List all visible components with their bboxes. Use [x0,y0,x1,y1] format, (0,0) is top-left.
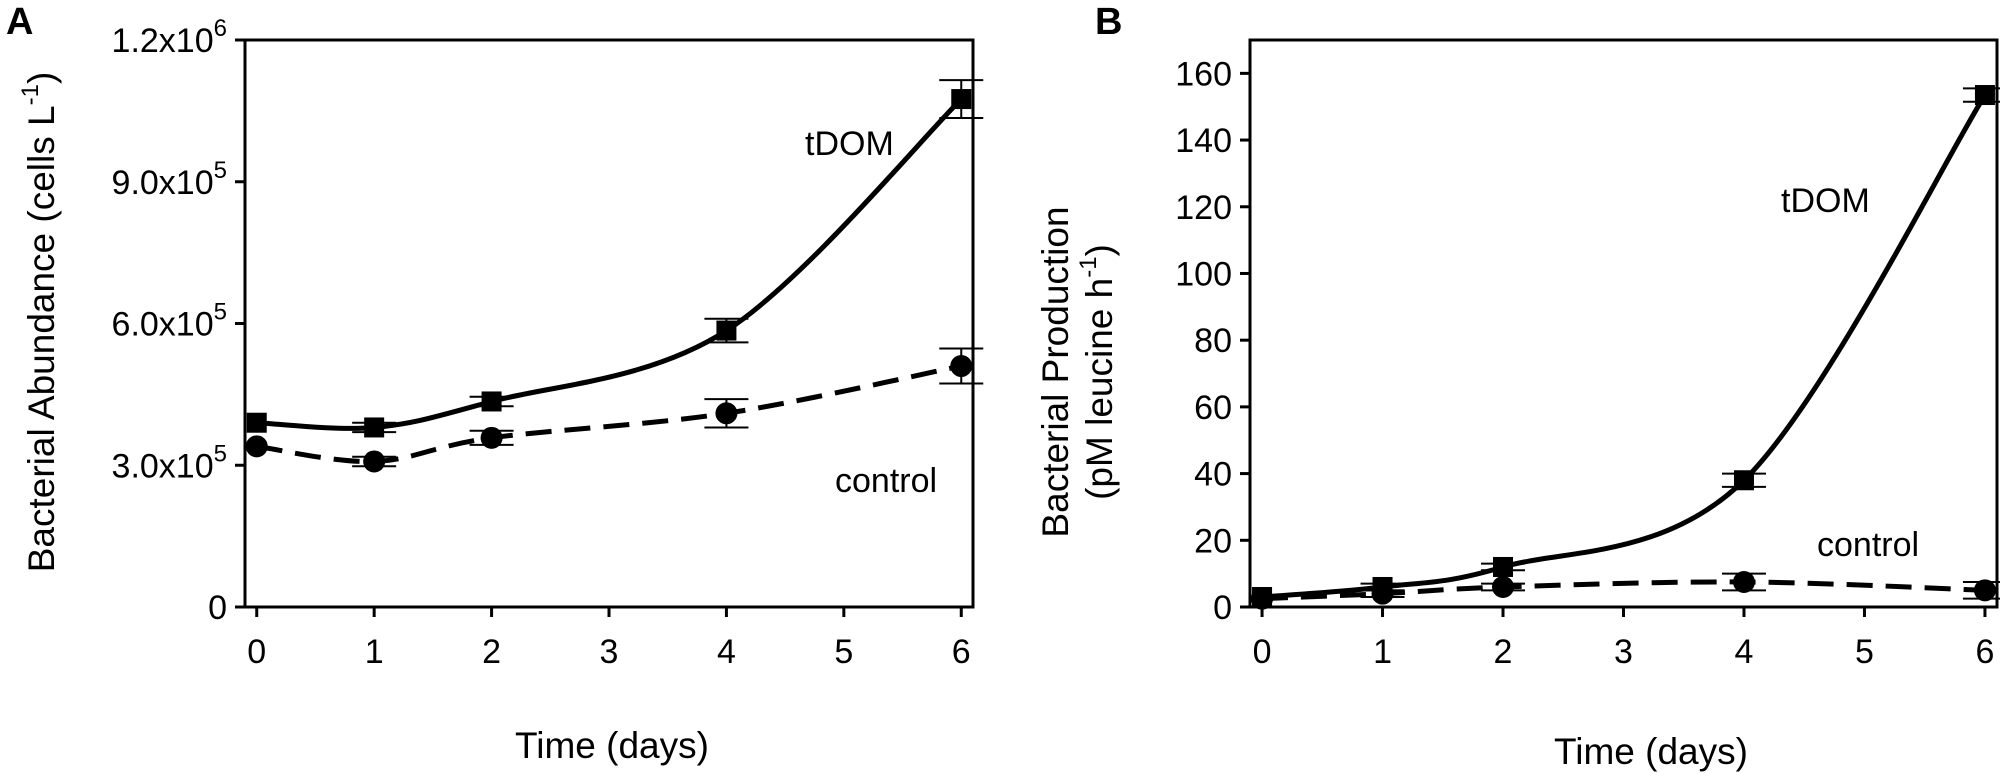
point-tdom-a-0 [246,412,267,433]
x-ticks-b: 0 1 2 3 4 5 6 [1253,607,1994,671]
y-axis-title-b-main: (pM leucine h [1079,278,1120,500]
x-tick-label-b-2: 2 [1494,633,1513,671]
x-tick-label-a-6: 6 [952,633,971,671]
x-tick-label-b-0: 0 [1253,633,1272,671]
y-tick-mantissa: 6.0x10 [112,306,214,344]
y-tick-label-b-3: 60 [1194,389,1232,427]
y-axis-title-b-close: ) [1079,244,1120,256]
point-tdom-a-3 [716,320,737,341]
y-tick-exponent: 5 [214,299,227,326]
point-tdom-a-4 [951,89,972,110]
y-tick-label-b-6: 120 [1175,189,1232,227]
point-control-b-4 [1973,579,1996,602]
series-layer-b [1251,85,2000,610]
point-control-a-3 [715,402,738,425]
series-line-tdom-b [1261,93,1988,600]
point-tdom-a-1 [364,417,385,438]
y-axis-title-a-sup: -1 [17,84,44,105]
panel-letter-b: B [1095,1,1122,43]
point-control-b-0 [1251,587,1274,610]
y-axis-title-b-line2: (pM leucine h-1) [1075,244,1120,500]
y-tick-label-b-5: 100 [1175,255,1232,293]
x-tick-label-a-2: 2 [482,633,501,671]
x-tick-label-a-4: 4 [717,633,736,671]
x-tick-label-a-1: 1 [365,633,384,671]
x-axis-title-a: Time (days) [515,725,709,766]
y-axis-title-a: Bacterial Abundance (cells L-1) [17,72,62,573]
y-tick-label-a-1: 3.0x105 [112,440,227,485]
y-tick-mantissa: 9.0x10 [112,164,214,202]
point-tdom-b-4 [1974,85,1995,106]
point-control-a-2 [480,426,503,449]
y-tick-label-b-1: 20 [1194,522,1232,560]
x-axis-title-b: Time (days) [1554,731,1748,772]
point-tdom-b-3 [1733,470,1754,491]
y-tick-label-a-2: 6.0x105 [112,299,227,344]
x-ticks-a: 0 1 2 3 4 5 6 [247,607,971,671]
plot-frame-b [1248,38,1999,609]
point-control-a-4 [950,355,973,378]
x-tick-label-a-0: 0 [247,633,266,671]
x-tick-label-a-3: 3 [600,633,619,671]
point-control-b-2 [1492,575,1515,598]
label-tdom-a: tDOM [805,125,894,163]
y-axis-title-a-main: Bacterial Abundance (cells L [21,105,62,572]
y-tick-label-a-0: 0 [208,589,227,627]
x-tick-label-b-6: 6 [1975,633,1994,671]
y-tick-label-b-0: 0 [1213,589,1232,627]
y-tick-label-a-4: 1.2x106 [112,15,227,60]
point-control-b-1 [1371,582,1394,605]
series-line-control-a [256,363,962,465]
x-tick-label-b-4: 4 [1735,633,1754,671]
y-tick-mantissa: 3.0x10 [112,447,214,485]
panel-letter-a: A [6,1,33,43]
series-line-control-b [1261,579,1986,602]
panel-b: B 0 20 40 60 80 100 120 140 160 0 1 2 3 4 5 6 Time (da… [1035,1,2000,772]
y-axis-title-a-close: ) [21,72,62,84]
y-axis-title-b-line1: Bacterial Production [1035,206,1076,537]
y-tick-exponent: 5 [214,440,227,467]
label-control-a: control [835,462,937,500]
y-tick-mantissa: 1.2x10 [112,22,214,60]
y-tick-label-b-4: 80 [1194,322,1232,360]
series-line-tdom-a [256,97,964,431]
y-tick-exponent: 6 [214,15,227,42]
point-control-a-1 [363,450,386,473]
x-tick-label-b-5: 5 [1855,633,1874,671]
y-tick-label-a-3: 9.0x105 [112,157,227,202]
x-tick-label-a-5: 5 [834,633,853,671]
label-control-b: control [1817,526,1919,564]
point-control-a-0 [245,435,268,458]
y-axis-title-b-sup: -1 [1075,256,1102,277]
x-tick-label-b-1: 1 [1373,633,1392,671]
y-tick-exponent: 5 [214,157,227,184]
y-tick-label-b-7: 140 [1175,122,1232,160]
y-tick-label-b-2: 40 [1194,456,1232,494]
y-ticks-b: 0 20 40 60 80 100 120 140 160 [1175,55,1250,627]
point-control-b-3 [1732,570,1755,593]
y-tick-label-b-8: 160 [1175,55,1232,93]
label-tdom-b: tDOM [1781,182,1870,220]
series-layer-a [245,79,984,473]
point-tdom-a-2 [481,391,502,412]
point-tdom-b-2 [1493,556,1514,577]
x-tick-label-b-3: 3 [1614,633,1633,671]
